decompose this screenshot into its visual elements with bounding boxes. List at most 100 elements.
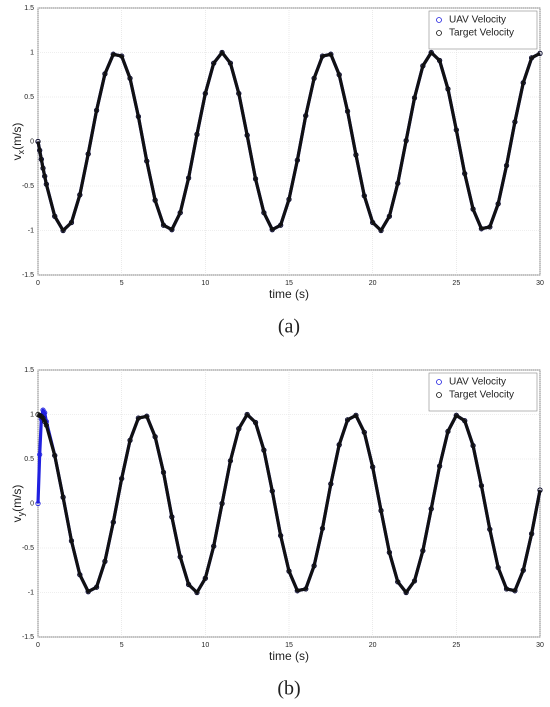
x-tick-label: 15 <box>285 280 293 287</box>
data-point <box>495 564 501 571</box>
data-point <box>227 458 234 464</box>
legend-label: UAV Velocity <box>449 15 506 26</box>
legend-label: Target Velocity <box>449 390 514 401</box>
data-point <box>303 586 309 592</box>
panel-label: (b) <box>277 678 300 700</box>
y-axis-label-main: v <box>10 154 24 160</box>
data-point <box>470 443 476 449</box>
data-point <box>395 579 401 585</box>
data-point <box>219 49 225 56</box>
data-point <box>43 181 49 187</box>
data-point <box>529 55 535 61</box>
data-point <box>160 469 167 475</box>
data-point <box>85 151 91 157</box>
data-point <box>503 586 510 592</box>
data-point <box>38 156 44 162</box>
x-tick-label: 30 <box>536 280 544 287</box>
legend-box <box>428 10 538 50</box>
data-point <box>495 201 501 207</box>
data-point <box>42 410 48 416</box>
data-point <box>428 49 434 56</box>
series-line <box>37 412 542 595</box>
data-point <box>503 162 510 169</box>
data-point <box>311 75 317 81</box>
x-tick-label: 20 <box>369 642 377 649</box>
data-point <box>470 206 476 212</box>
data-point <box>211 60 217 66</box>
data-point <box>144 158 150 164</box>
y-axis-label-subscript: y <box>16 511 26 516</box>
data-point <box>336 72 342 78</box>
data-point <box>520 80 526 86</box>
x-tick-label: 5 <box>120 642 124 649</box>
data-point <box>127 437 133 443</box>
x-tick-label: 25 <box>452 280 460 287</box>
data-point <box>186 581 192 588</box>
x-tick-label: 15 <box>285 642 293 649</box>
y-tick-label: -0.5 <box>22 183 34 190</box>
x-tick-label: 0 <box>36 642 40 649</box>
x-tick-label: 10 <box>201 642 209 649</box>
data-point <box>252 419 259 426</box>
data-point <box>144 413 150 419</box>
data-point <box>152 434 158 440</box>
data-point <box>453 127 459 133</box>
data-point <box>68 219 75 226</box>
data-point <box>261 210 267 216</box>
data-point <box>35 138 41 145</box>
data-point <box>378 227 384 234</box>
y-tick-label: -1.5 <box>22 634 34 641</box>
data-point <box>487 224 493 230</box>
data-point <box>135 415 141 421</box>
data-point <box>311 563 317 569</box>
data-point <box>353 412 359 418</box>
data-point <box>135 113 141 120</box>
data-point <box>420 548 426 554</box>
y-tick-label: 1 <box>30 411 34 418</box>
y-axis-label-unit: (m/s) <box>10 123 24 150</box>
x-tick-label: 25 <box>452 642 460 649</box>
x-tick-label: 20 <box>369 280 377 287</box>
data-point <box>537 50 543 56</box>
data-point <box>378 508 384 514</box>
data-point <box>177 554 183 560</box>
data-point <box>110 519 116 525</box>
data-point <box>52 452 58 459</box>
data-point <box>93 107 100 113</box>
data-point <box>160 222 167 228</box>
data-point <box>127 75 133 81</box>
data-point <box>77 572 83 578</box>
data-point <box>40 407 46 413</box>
legend-label: Target Velocity <box>449 28 514 39</box>
y-tick-label: -0.5 <box>22 545 34 552</box>
data-point <box>286 568 292 574</box>
y-tick-label: 0 <box>30 138 34 145</box>
data-point <box>202 575 208 581</box>
data-point <box>436 57 443 64</box>
data-point <box>269 227 275 233</box>
legend-marker <box>436 17 442 23</box>
data-point <box>119 475 125 482</box>
y-tick-label: -1.5 <box>22 272 34 279</box>
x-axis-label: time (s) <box>269 649 309 663</box>
y-axis-label: vy(m/s) <box>10 485 26 523</box>
data-point <box>529 531 535 537</box>
data-point <box>370 464 376 470</box>
data-point <box>77 192 83 198</box>
data-point <box>227 60 234 66</box>
data-point <box>512 119 518 125</box>
x-tick-label: 0 <box>36 280 40 287</box>
legend-box <box>428 372 538 412</box>
data-point <box>520 567 526 573</box>
data-point <box>462 170 468 177</box>
y-tick-label: -1 <box>28 589 34 596</box>
data-point <box>169 227 175 233</box>
data-point <box>236 90 242 97</box>
data-point <box>37 147 43 153</box>
data-point <box>211 543 217 549</box>
data-point <box>52 213 58 219</box>
data-point <box>194 131 200 137</box>
data-point <box>403 138 409 144</box>
data-point <box>353 152 359 158</box>
